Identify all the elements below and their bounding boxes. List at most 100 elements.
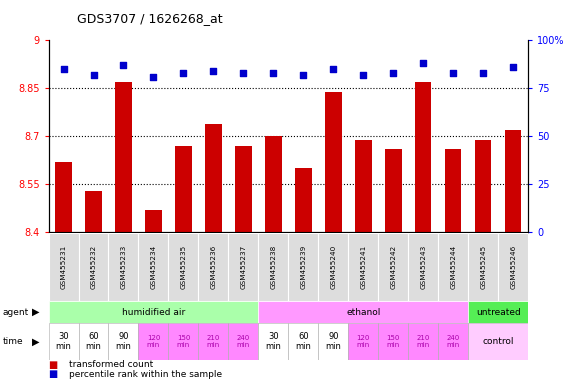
Point <box>449 70 458 76</box>
Bar <box>355 139 372 232</box>
Bar <box>415 82 432 232</box>
Bar <box>259 233 288 301</box>
Point <box>119 62 128 68</box>
Bar <box>138 323 168 360</box>
Text: 120
min: 120 min <box>357 335 370 348</box>
Bar <box>348 233 379 301</box>
Text: GSM455236: GSM455236 <box>210 245 216 290</box>
Bar <box>348 323 379 360</box>
Text: GSM455238: GSM455238 <box>270 245 276 290</box>
Text: GSM455239: GSM455239 <box>300 245 307 290</box>
Bar <box>228 323 258 360</box>
Bar <box>319 233 348 301</box>
Bar <box>79 233 108 301</box>
Point <box>299 72 308 78</box>
Bar <box>439 323 468 360</box>
Point <box>269 70 278 76</box>
Bar <box>498 233 528 301</box>
Point <box>509 64 518 70</box>
Text: GSM455240: GSM455240 <box>330 245 336 290</box>
Point <box>59 66 68 72</box>
Text: control: control <box>482 337 514 346</box>
Bar <box>408 233 439 301</box>
Bar <box>55 162 72 232</box>
Point <box>149 74 158 80</box>
Text: GSM455235: GSM455235 <box>180 245 187 290</box>
Bar <box>145 210 162 232</box>
Bar <box>468 233 498 301</box>
Bar <box>259 301 468 323</box>
Text: GSM455237: GSM455237 <box>240 245 247 290</box>
Text: GSM455241: GSM455241 <box>360 245 367 290</box>
Bar <box>168 323 199 360</box>
Text: 210
min: 210 min <box>207 335 220 348</box>
Bar <box>288 323 319 360</box>
Bar <box>265 136 282 232</box>
Bar <box>228 233 258 301</box>
Text: GSM455245: GSM455245 <box>480 245 486 290</box>
Point <box>389 70 398 76</box>
Bar <box>505 130 521 232</box>
Bar <box>445 149 461 232</box>
Bar <box>408 323 439 360</box>
Bar <box>319 323 348 360</box>
Text: ▶: ▶ <box>32 307 40 317</box>
Point <box>239 70 248 76</box>
Bar <box>235 146 252 232</box>
Text: 120
min: 120 min <box>147 335 160 348</box>
Bar <box>439 233 468 301</box>
Point <box>329 66 338 72</box>
Text: ethanol: ethanol <box>346 308 380 317</box>
Bar <box>199 233 228 301</box>
Point <box>209 68 218 74</box>
Text: GDS3707 / 1626268_at: GDS3707 / 1626268_at <box>77 12 223 25</box>
Bar <box>288 233 319 301</box>
Bar <box>138 233 168 301</box>
Bar <box>49 233 79 301</box>
Bar <box>475 139 492 232</box>
Text: 150
min: 150 min <box>387 335 400 348</box>
Text: transformed count: transformed count <box>69 360 153 369</box>
Point <box>359 72 368 78</box>
Text: agent: agent <box>3 308 29 317</box>
Bar <box>108 233 138 301</box>
Text: 90
min: 90 min <box>325 332 341 351</box>
Bar <box>168 233 199 301</box>
Text: 30
min: 30 min <box>266 332 282 351</box>
Point <box>478 70 488 76</box>
Bar <box>468 323 528 360</box>
Bar <box>325 91 341 232</box>
Text: 30
min: 30 min <box>55 332 71 351</box>
Text: ▶: ▶ <box>32 336 40 347</box>
Bar <box>295 168 312 232</box>
Bar <box>49 323 79 360</box>
Text: GSM455234: GSM455234 <box>150 245 156 290</box>
Point <box>89 72 98 78</box>
Text: 240
min: 240 min <box>447 335 460 348</box>
Bar <box>199 323 228 360</box>
Text: humidified air: humidified air <box>122 308 185 317</box>
Bar <box>379 323 408 360</box>
Bar <box>85 191 102 232</box>
Bar <box>259 323 288 360</box>
Point <box>419 60 428 66</box>
Text: 210
min: 210 min <box>417 335 430 348</box>
Bar <box>205 124 222 232</box>
Point <box>179 70 188 76</box>
Bar <box>175 146 192 232</box>
Text: 240
min: 240 min <box>237 335 250 348</box>
Text: 60
min: 60 min <box>295 332 311 351</box>
Bar <box>379 233 408 301</box>
Text: GSM455242: GSM455242 <box>390 245 396 290</box>
Text: ■: ■ <box>49 369 58 379</box>
Text: ■: ■ <box>49 360 58 370</box>
Text: GSM455231: GSM455231 <box>61 245 67 290</box>
Text: time: time <box>3 337 23 346</box>
Text: percentile rank within the sample: percentile rank within the sample <box>69 370 222 379</box>
Bar <box>385 149 401 232</box>
Bar <box>79 323 108 360</box>
Text: 60
min: 60 min <box>86 332 102 351</box>
Text: GSM455232: GSM455232 <box>90 245 96 290</box>
Text: 150
min: 150 min <box>177 335 190 348</box>
Text: GSM455233: GSM455233 <box>120 245 127 290</box>
